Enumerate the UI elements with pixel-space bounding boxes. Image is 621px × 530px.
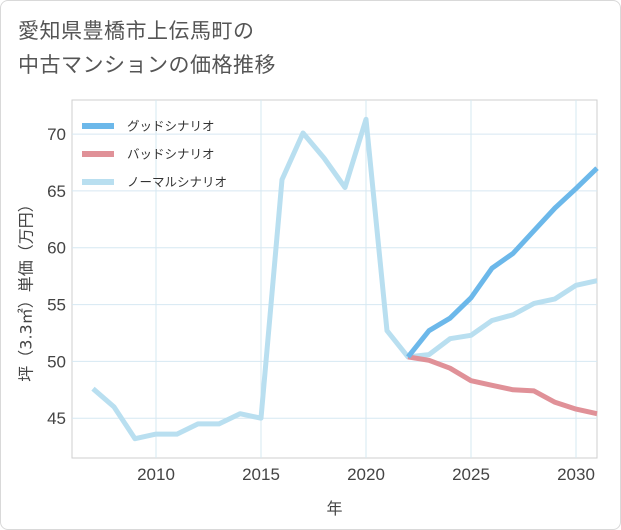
series-lines [91, 116, 599, 442]
plot-area [71, 99, 598, 459]
x-tick-label: 2025 [452, 465, 490, 484]
y-axis-ticks: 45 50 55 60 65 70 [47, 125, 66, 428]
y-tick-label: 55 [47, 296, 66, 315]
y-tick-label: 60 [47, 239, 66, 258]
y-tick-label: 70 [47, 125, 66, 144]
series-line-bad [407, 354, 598, 417]
y-tick-label: 50 [47, 352, 66, 371]
legend-item-normal: ノーマルシナリオ [82, 175, 227, 190]
y-axis-label: 坪（3.3㎡）単価（万円） [17, 196, 36, 381]
chart-title: 愛知県豊橋市上伝馬町の 中古マンションの価格推移 [18, 19, 276, 77]
x-tick-label: 2030 [557, 465, 595, 484]
gridlines [72, 100, 597, 458]
x-tick-label: 2010 [137, 465, 175, 484]
legend-label: グッドシナリオ [127, 119, 215, 134]
legend-label: バッドシナリオ [127, 147, 215, 162]
series-line-good [406, 166, 599, 359]
x-tick-label: 2020 [347, 465, 385, 484]
series-line-normal [91, 116, 598, 442]
y-tick-label: 65 [47, 182, 66, 201]
legend-label: ノーマルシナリオ [127, 175, 227, 190]
x-axis-label: 年 [326, 499, 342, 518]
x-tick-label: 2015 [242, 465, 280, 484]
x-axis-ticks: 2010 2015 2020 2025 2030 [137, 465, 595, 484]
y-tick-label: 45 [47, 409, 66, 428]
legend-item-bad: バッドシナリオ [82, 147, 215, 162]
legend-item-good: グッドシナリオ [82, 119, 215, 134]
